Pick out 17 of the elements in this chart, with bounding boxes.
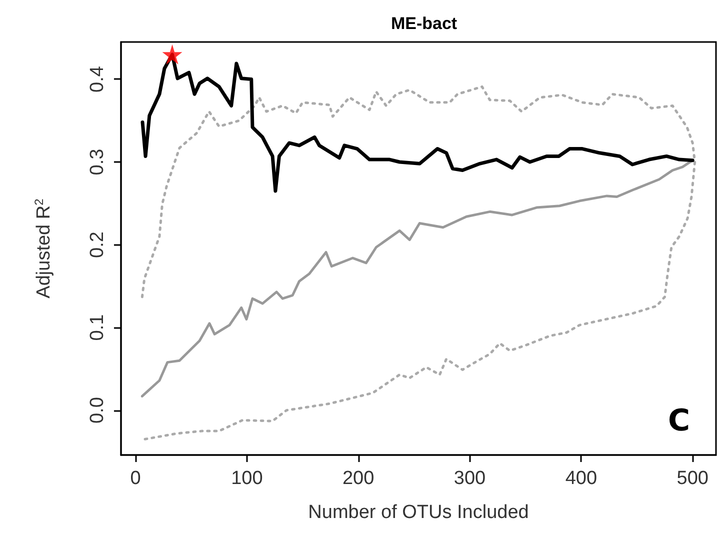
line-series	[140, 85, 696, 441]
y-tick-label: 0.1	[87, 314, 108, 341]
x-tick-label: 500	[676, 468, 708, 489]
x-tick-label: 400	[565, 468, 598, 489]
x-tick-label: 200	[342, 468, 374, 489]
chart-title: ME-bact	[390, 14, 458, 33]
y-tick-label: 0.4	[87, 66, 108, 92]
y-tick-label: 0.0	[87, 397, 108, 424]
x-tick-label: 300	[454, 468, 486, 489]
y-tick-label: 0.3	[87, 148, 108, 176]
x-tick-label: 100	[231, 468, 263, 489]
line-series	[140, 159, 694, 398]
x-tick-label: 0	[130, 468, 141, 489]
annotation: C	[668, 404, 690, 438]
y-tick-label: 0.2	[87, 232, 108, 258]
y-axis-title: Adjusted R2	[32, 198, 54, 298]
x-axis-title: Number of OTUs Included	[308, 502, 529, 523]
